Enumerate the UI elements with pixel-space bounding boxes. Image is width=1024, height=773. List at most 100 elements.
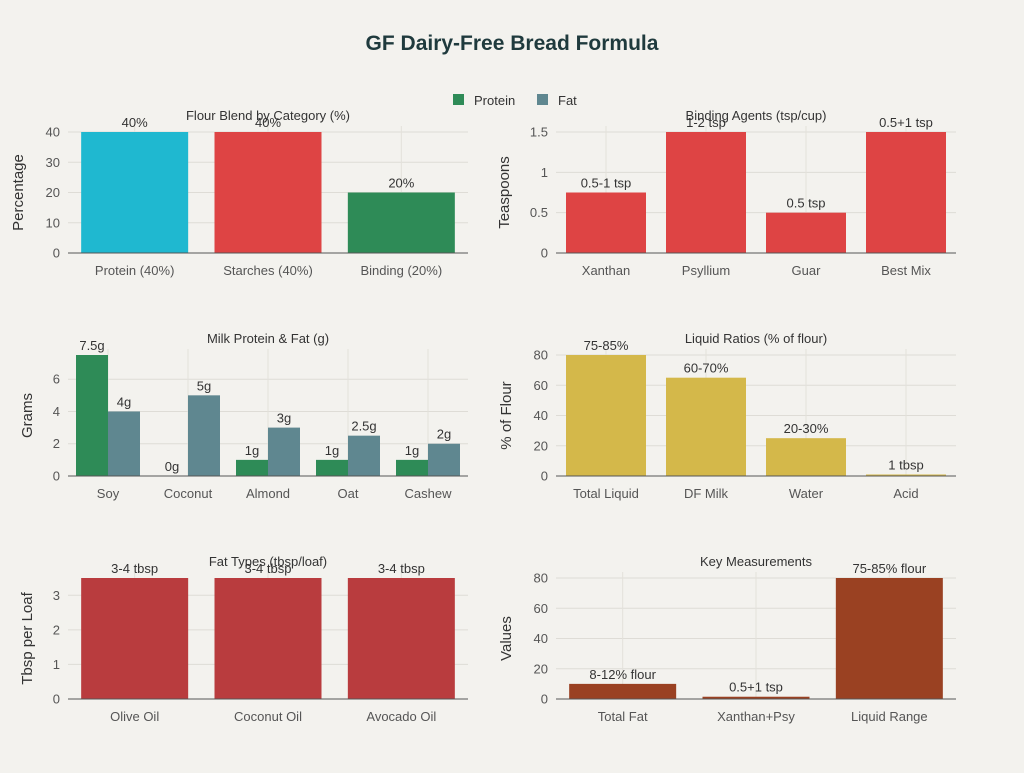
chart-title: Flour Blend by Category (%) <box>186 108 350 123</box>
x-tick-label: DF Milk <box>684 486 729 501</box>
bar-liquid-liquid-0 <box>566 355 646 476</box>
y-tick-label: 30 <box>46 155 60 170</box>
data-label: 1 tbsp <box>888 457 923 472</box>
y-tick-label: 40 <box>534 631 548 646</box>
x-tick-label: Starches (40%) <box>223 263 313 278</box>
y-tick-label: 0 <box>541 469 548 484</box>
data-label: 1g <box>325 443 339 458</box>
y-tick-label: 0 <box>541 246 548 261</box>
legend-swatch-fat <box>537 94 548 105</box>
bar-binding-binding-3 <box>866 132 946 253</box>
x-tick-label: Xanthan <box>582 263 630 278</box>
y-tick-label: 1.5 <box>530 125 548 140</box>
bar-liquid-liquid-2 <box>766 438 846 476</box>
chart-panel-milk: 7.5g 0g 1g 1g 1g 4g 5g 3g 2.5g 2g 0 2 4 6 Soy Coconut Al… <box>19 331 468 501</box>
chart-title: Binding Agents (tsp/cup) <box>686 108 827 123</box>
chart-title: Milk Protein & Fat (g) <box>207 331 329 346</box>
bar-milk-fat-1 <box>188 395 220 476</box>
bar-fat-fat-1 <box>214 578 322 699</box>
y-tick-label: 20 <box>534 661 548 676</box>
data-label: 75-85% <box>584 338 629 353</box>
y-axis-label: Teaspoons <box>496 156 513 229</box>
y-tick-label: 40 <box>46 125 60 140</box>
data-label: 60-70% <box>684 361 729 376</box>
y-tick-label: 3 <box>53 588 60 603</box>
y-tick-label: 4 <box>53 404 60 419</box>
chart-panel-binding: 0.5-1 tsp 1-2 tsp 0.5 tsp 0.5+1 tsp 0 0.5 1 1.5… <box>496 108 956 278</box>
data-label: 3-4 tbsp <box>378 561 425 576</box>
x-tick-label: Oat <box>338 486 359 501</box>
bar-milk-fat-4 <box>428 443 460 476</box>
x-tick-label: Avocado Oil <box>366 709 436 724</box>
bar-liquid-liquid-3 <box>866 474 946 476</box>
y-tick-label: 2 <box>53 436 60 451</box>
legend-swatch-protein <box>453 94 464 105</box>
x-tick-label: Almond <box>246 486 290 501</box>
bar-key-key-1 <box>702 696 810 699</box>
y-axis-label: Tbsp per Loaf <box>19 591 36 684</box>
bar-key-key-0 <box>569 683 677 699</box>
y-tick-label: 40 <box>534 408 548 423</box>
y-tick-label: 0 <box>541 692 548 707</box>
chart-panel-fat: 3-4 tbsp 3-4 tbsp 3-4 tbsp 0 1 2 3 Olive Oil Coc… <box>19 554 468 724</box>
chart-panel-liquid: 75-85% 60-70% 20-30% 1 tbsp 0 20 40 60 80 Total L… <box>498 331 956 501</box>
x-tick-label: Psyllium <box>682 263 730 278</box>
y-axis-label: Values <box>498 616 515 661</box>
data-label: 8-12% flour <box>589 667 656 682</box>
y-axis-label: Percentage <box>10 154 27 231</box>
data-label: 2.5g <box>351 419 376 434</box>
bar-binding-binding-0 <box>566 192 646 253</box>
bar-milk-protein-3 <box>316 459 348 476</box>
y-axis-label: Grams <box>19 393 36 438</box>
x-tick-label: Acid <box>893 486 918 501</box>
bar-binding-binding-2 <box>766 212 846 253</box>
chart-panel-key: 8-12% flour 0.5+1 tsp 75-85% flour 0 20 40 60 8… <box>498 554 956 724</box>
x-tick-label: Protein (40%) <box>95 263 174 278</box>
bar-flour-flour-1 <box>214 132 322 253</box>
y-axis-label: % of Flour <box>498 381 515 449</box>
bar-liquid-liquid-1 <box>666 377 746 476</box>
data-label: 3-4 tbsp <box>111 561 158 576</box>
x-tick-label: Total Liquid <box>573 486 639 501</box>
x-tick-label: Cashew <box>405 486 453 501</box>
legend-label-protein: Protein <box>474 93 515 108</box>
data-label: 1g <box>405 443 419 458</box>
x-tick-label: Xanthan+Psy <box>717 709 795 724</box>
chart-main-title: GF Dairy-Free Bread Formula <box>366 32 659 55</box>
y-tick-label: 0 <box>53 692 60 707</box>
bar-flour-flour-2 <box>347 192 455 253</box>
y-tick-label: 0 <box>53 469 60 484</box>
bar-binding-binding-1 <box>666 132 746 253</box>
y-tick-label: 0 <box>53 246 60 261</box>
chart-title: Liquid Ratios (% of flour) <box>685 331 827 346</box>
data-label: 20% <box>388 176 414 191</box>
y-tick-label: 20 <box>534 438 548 453</box>
y-tick-label: 1 <box>53 657 60 672</box>
data-label: 0g <box>165 459 179 474</box>
data-label: 0.5+1 tsp <box>729 680 783 695</box>
y-tick-label: 80 <box>534 571 548 586</box>
x-tick-label: Guar <box>792 263 822 278</box>
data-label: 1g <box>245 443 259 458</box>
x-tick-label: Water <box>789 486 824 501</box>
bar-milk-fat-3 <box>348 435 380 476</box>
data-label: 3g <box>277 411 291 426</box>
x-tick-label: Olive Oil <box>110 709 159 724</box>
y-tick-label: 1 <box>541 165 548 180</box>
data-label: 7.5g <box>79 338 104 353</box>
data-label: 2g <box>437 427 451 442</box>
data-label: 0.5+1 tsp <box>879 115 933 130</box>
data-label: 3-4 tbsp <box>245 561 292 576</box>
x-tick-label: Total Fat <box>598 709 648 724</box>
legend-label-fat: Fat <box>558 93 577 108</box>
chart-panel-flour: 40% 40% 20% 0 10 20 30 40 Protein (40%) Starches … <box>10 108 468 278</box>
data-label: 0.5-1 tsp <box>581 176 632 191</box>
y-tick-label: 6 <box>53 372 60 387</box>
data-label: 75-85% flour <box>852 561 926 576</box>
y-tick-label: 60 <box>534 601 548 616</box>
bar-milk-fat-0 <box>108 411 140 476</box>
data-label: 4g <box>117 394 131 409</box>
y-tick-label: 2 <box>53 622 60 637</box>
data-label: 5g <box>197 378 211 393</box>
